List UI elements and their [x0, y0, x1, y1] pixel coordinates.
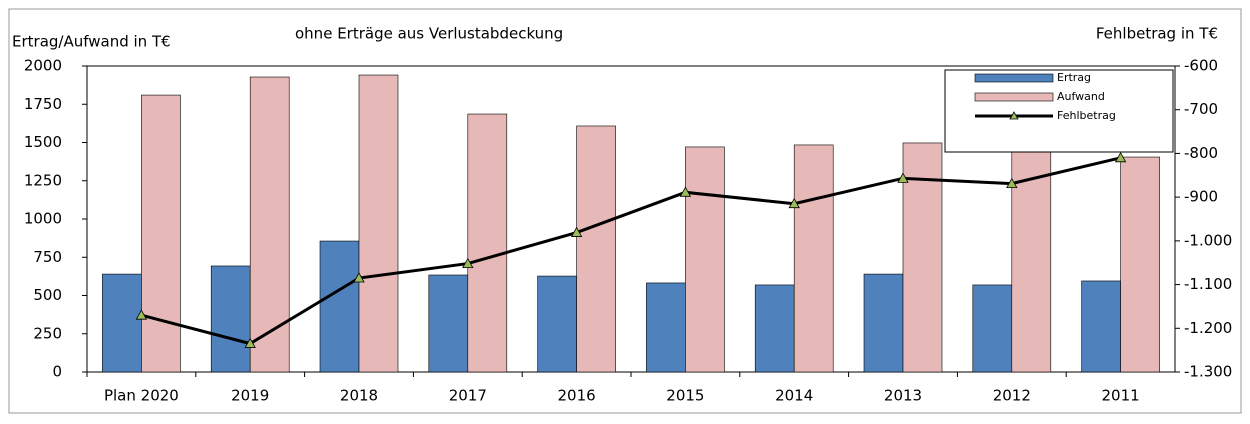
bar: [102, 273, 142, 373]
y2-tick-label: -1.000: [1184, 231, 1232, 249]
legend-box: [944, 69, 1174, 153]
y2-tick-label: -1.100: [1184, 275, 1232, 293]
y-tick-label: 750: [33, 248, 62, 266]
y2-axis-label: Fehlbetrag in T€: [1096, 25, 1218, 43]
x-tick-label: 2013: [884, 387, 922, 405]
y2-tick-label: -600: [1184, 57, 1218, 75]
bar: [537, 275, 577, 373]
bar: [358, 74, 399, 373]
bar: [1081, 280, 1121, 373]
x-tick-label: Plan 2020: [104, 387, 179, 405]
x-tick-label: 2012: [993, 387, 1031, 405]
x-tick-label: 2016: [558, 387, 596, 405]
legend-swatch: [974, 92, 1054, 102]
x-tick-label: 2018: [340, 387, 378, 405]
y-tick-label: 500: [33, 286, 62, 304]
y-tick-label: 250: [33, 324, 62, 342]
bar: [210, 265, 251, 373]
line: [141, 156, 1121, 346]
y-tick-label: 1250: [24, 171, 62, 189]
marker: [1114, 151, 1127, 163]
bar: [249, 76, 290, 373]
marker: [897, 172, 909, 183]
x-tick-label: 2019: [231, 387, 269, 405]
y2-tick-label: -700: [1184, 100, 1218, 118]
x-tick-label: 2017: [449, 387, 487, 405]
bar: [467, 113, 508, 373]
y-tick-label: 0: [52, 363, 62, 381]
legend-swatch: [974, 73, 1054, 83]
marker: [1006, 177, 1018, 188]
marker: [788, 197, 800, 209]
bar: [576, 125, 616, 373]
legend-label: Aufwand: [1057, 90, 1105, 103]
bar: [141, 94, 181, 373]
x-tick-label: 2011: [1102, 387, 1140, 405]
bar: [1120, 156, 1160, 373]
x-tick-label: 2015: [666, 387, 704, 405]
bar: [972, 284, 1013, 373]
marker: [462, 257, 474, 268]
y2-tick-label: -900: [1184, 188, 1218, 206]
y-tick-label: 1750: [24, 95, 62, 113]
marker: [244, 337, 256, 348]
bar: [754, 284, 795, 373]
legend-marker: [1009, 111, 1019, 120]
bar: [863, 273, 904, 373]
marker: [679, 186, 692, 197]
y-tick-label: 1000: [24, 210, 62, 228]
legend-label: Fehlbetrag: [1057, 109, 1116, 122]
marker: [135, 309, 148, 320]
bar: [319, 240, 360, 373]
x-tick-label: 2014: [775, 387, 813, 405]
chart-title: ohne Erträge aus Verlustabdeckung: [295, 25, 563, 43]
bar: [646, 282, 686, 373]
y2-tick-label: -800: [1184, 144, 1218, 162]
bar: [1011, 151, 1052, 373]
marker: [353, 272, 365, 283]
marker: [570, 226, 583, 237]
y-tick-label: 1500: [24, 133, 62, 151]
y2-tick-label: -1.300: [1184, 363, 1232, 381]
legend-label: Ertrag: [1057, 71, 1091, 84]
y-axis-label: Ertrag/Aufwand in T€: [12, 33, 171, 51]
bar: [428, 274, 469, 373]
y-tick-label: 2000: [24, 57, 62, 75]
y2-tick-label: -1.200: [1184, 319, 1232, 337]
bar: [685, 146, 725, 373]
bar: [793, 144, 834, 373]
